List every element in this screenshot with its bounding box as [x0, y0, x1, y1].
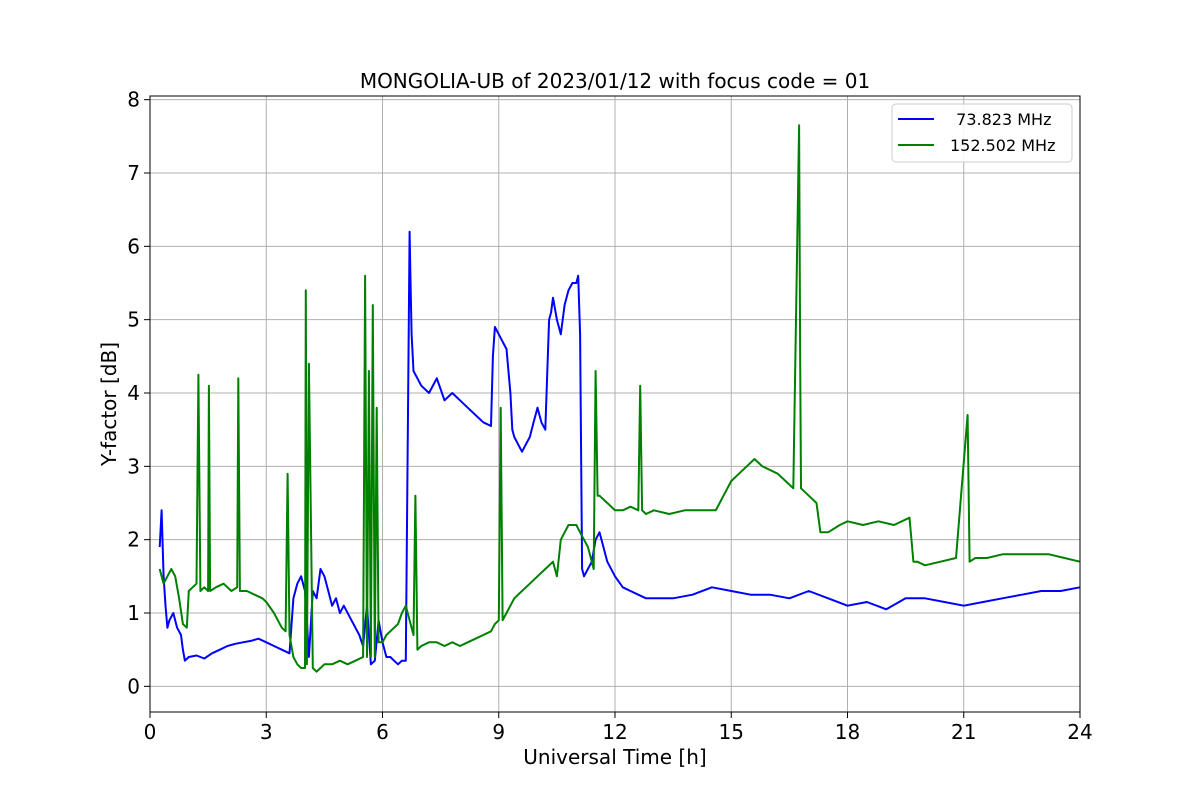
- legend-label-series-1: 73.823 MHz: [946, 110, 1051, 129]
- y-tick-label: 1: [127, 601, 140, 625]
- series-line-2: [158, 124, 1081, 673]
- x-tick-label: 15: [719, 720, 744, 744]
- y-tick-label: 7: [127, 161, 140, 185]
- y-tick-label: 3: [127, 454, 140, 478]
- series-line-1: [158, 230, 1081, 666]
- x-tick-label: 0: [144, 720, 157, 744]
- x-tick-label: 21: [951, 720, 976, 744]
- x-tick-label: 9: [492, 720, 505, 744]
- legend-box: [891, 103, 1073, 163]
- x-axis-label: Universal Time [h]: [523, 745, 706, 769]
- legend: 73.823 MHz 152.502 MHz: [891, 103, 1073, 163]
- y-tick-label: 5: [127, 308, 140, 332]
- y-tick-label: 0: [127, 674, 140, 698]
- x-tick-label: 24: [1067, 720, 1092, 744]
- series-lines: [158, 124, 1081, 673]
- x-tick-label: 12: [602, 720, 627, 744]
- x-tick-label: 6: [376, 720, 389, 744]
- chart-title: MONGOLIA-UB of 2023/01/12 with focus cod…: [360, 69, 870, 93]
- y-axis-label: Y-factor [dB]: [97, 342, 121, 467]
- legend-label-series-2: 152.502 MHz: [950, 136, 1055, 155]
- y-tick-label: 2: [127, 528, 140, 552]
- y-tick-label: 8: [127, 88, 140, 112]
- x-tick-label: 3: [260, 720, 273, 744]
- y-tick-label: 4: [127, 381, 140, 405]
- y-tick-label: 6: [127, 234, 140, 258]
- x-tick-label: 18: [835, 720, 860, 744]
